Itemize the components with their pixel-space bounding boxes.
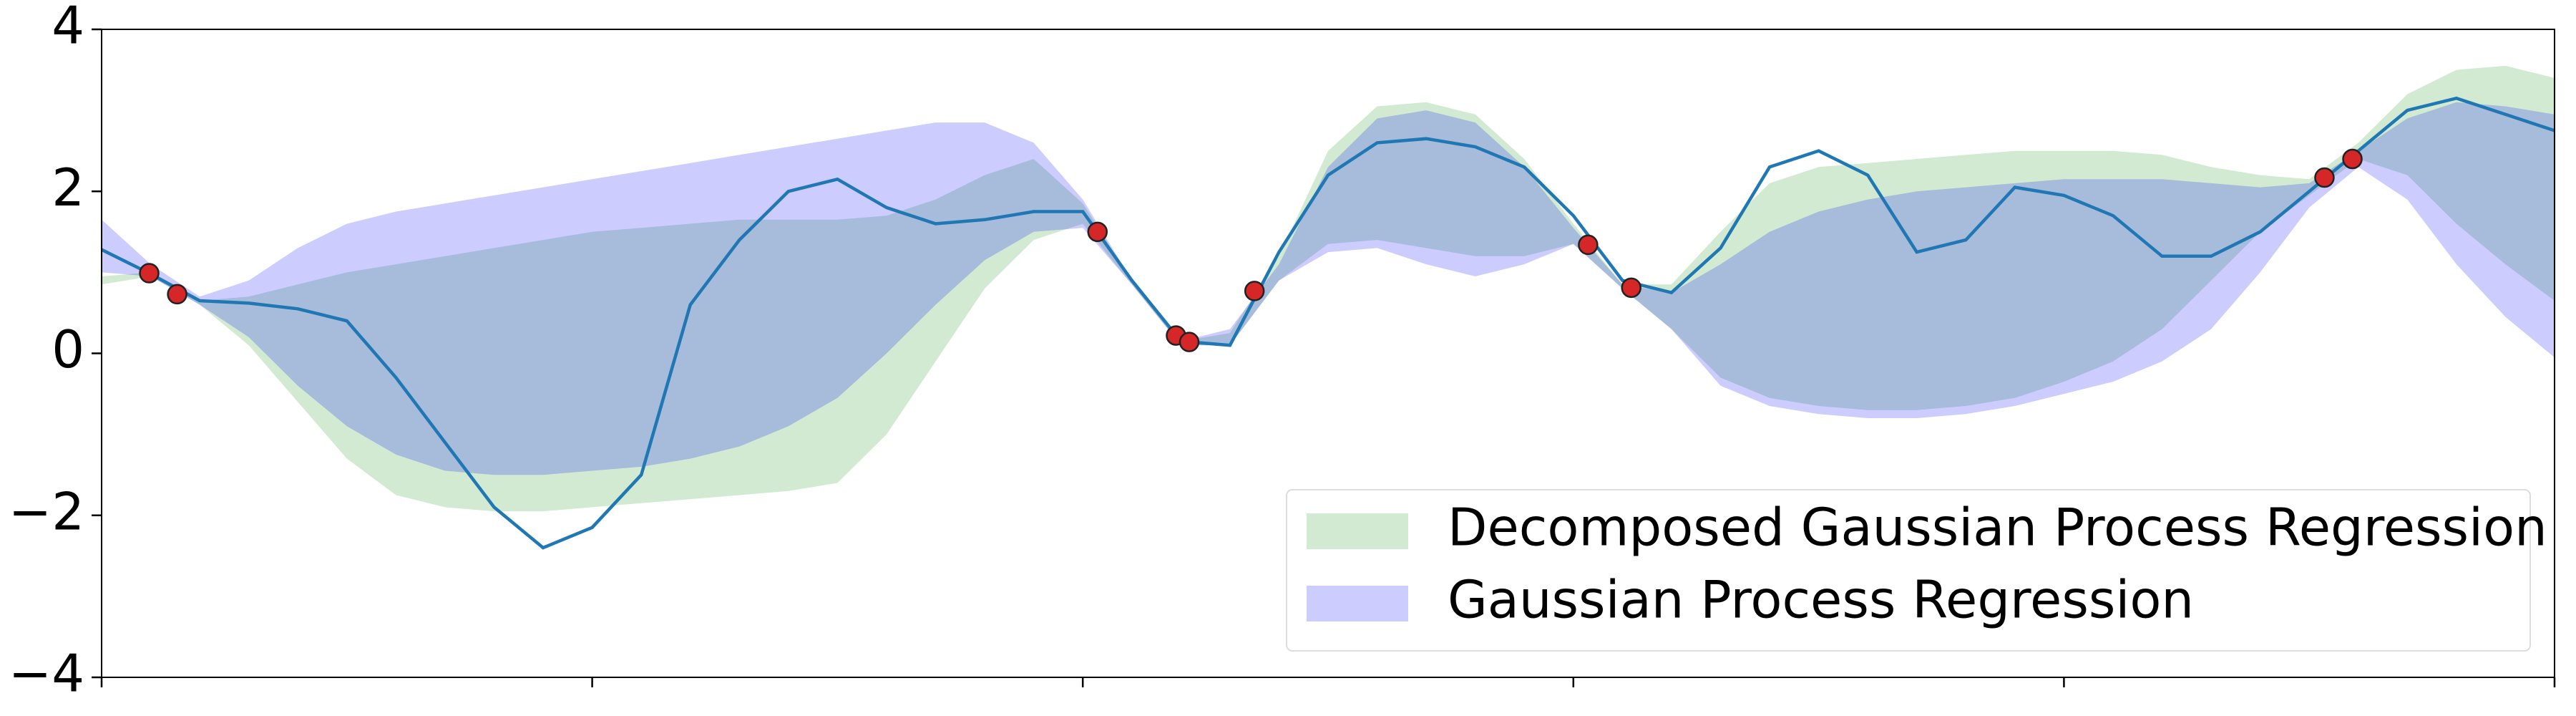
- observation-point: [1621, 277, 1641, 299]
- y-tick-label: 0: [52, 319, 84, 379]
- legend-label: Decomposed Gaussian Process Regression: [1448, 498, 2547, 558]
- observation-point: [1578, 234, 1599, 256]
- observation-point: [1179, 332, 1200, 352]
- legend-label: Gaussian Process Regression: [1448, 570, 2194, 630]
- observation-point: [2314, 167, 2335, 188]
- observation-point: [167, 284, 187, 305]
- observation-point: [1244, 281, 1265, 301]
- legend-swatch: [1307, 513, 1408, 549]
- observation-point: [2342, 148, 2363, 170]
- observation-point: [1087, 221, 1108, 243]
- legend-box: [1286, 489, 2531, 652]
- y-tick-label: −2: [9, 481, 84, 541]
- line: [101, 96, 2555, 550]
- y-tick-label: 2: [52, 158, 84, 218]
- y-tick-label: −4: [9, 644, 84, 704]
- confidence-band: [102, 102, 2555, 475]
- observation-point: [139, 263, 160, 284]
- confidence-band: [102, 65, 2555, 512]
- legend-swatch: [1307, 586, 1408, 621]
- y-tick-label: 4: [52, 0, 84, 56]
